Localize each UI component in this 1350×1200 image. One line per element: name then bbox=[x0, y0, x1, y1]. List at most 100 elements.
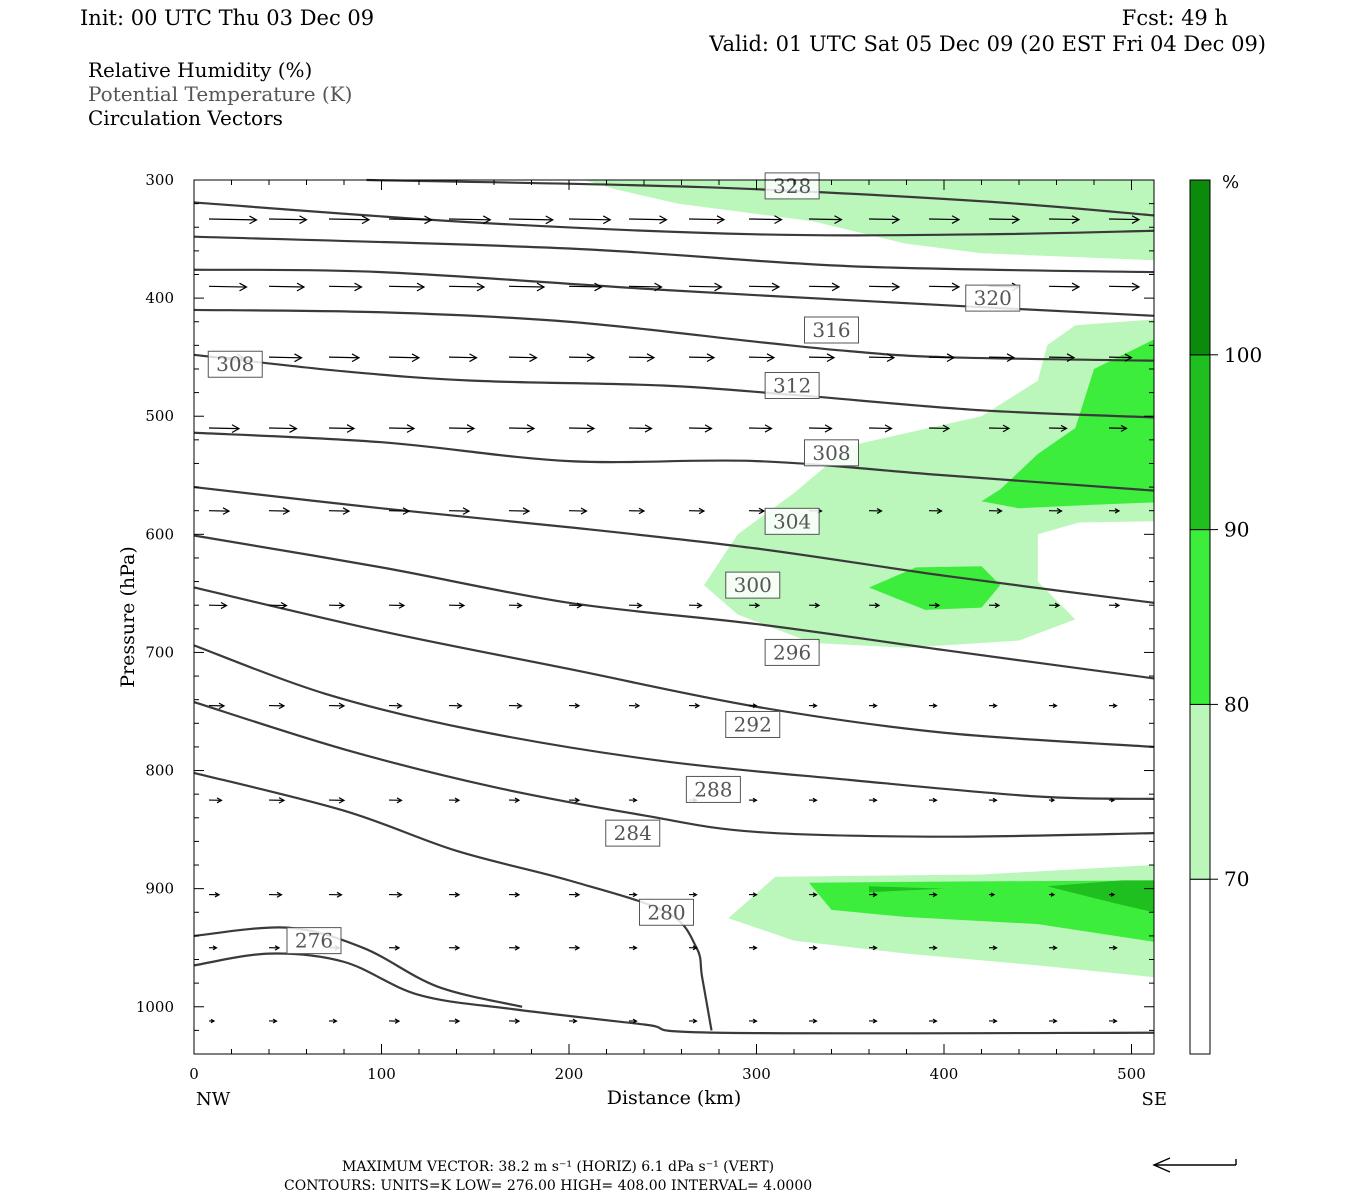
circulation-vector bbox=[568, 1018, 578, 1024]
vector-head bbox=[462, 507, 471, 515]
vector-head bbox=[646, 353, 656, 363]
circulation-vector bbox=[388, 702, 403, 709]
theta-label: 312 bbox=[764, 372, 820, 400]
circulation-vector bbox=[1048, 892, 1056, 897]
vector-head bbox=[1066, 353, 1076, 363]
vector-head bbox=[932, 797, 938, 803]
vector-head bbox=[698, 507, 706, 515]
vector-head bbox=[576, 602, 583, 609]
vector-head bbox=[814, 602, 821, 609]
vector-shaft bbox=[808, 218, 842, 221]
circulation-vector bbox=[568, 215, 612, 225]
circulation-vector bbox=[1108, 945, 1118, 951]
circulation-vector bbox=[928, 892, 938, 898]
theta-label-text: 292 bbox=[734, 712, 772, 736]
circulation-vector bbox=[448, 702, 463, 709]
vector-shaft bbox=[688, 356, 715, 359]
y-tick-label: 1000 bbox=[136, 998, 174, 1016]
circulation-vector bbox=[568, 424, 596, 433]
vector-shaft bbox=[508, 218, 553, 221]
circulation-vector bbox=[988, 797, 998, 803]
vector-head bbox=[934, 602, 941, 609]
theta-label-box bbox=[804, 439, 859, 467]
theta-contour-layer bbox=[193, 178, 1155, 1035]
circulation-vector bbox=[268, 282, 306, 292]
theta-contour-320-2 bbox=[193, 235, 1155, 274]
theta-label: 288 bbox=[685, 775, 741, 803]
vector-shaft bbox=[448, 356, 477, 359]
circulation-vector bbox=[268, 702, 286, 710]
max-vector-note: MAXIMUM VECTOR: 38.2 m s⁻¹ (HORIZ) 6.1 d… bbox=[342, 1159, 774, 1175]
theta-contour-304-6 bbox=[193, 431, 1155, 492]
vector-head bbox=[694, 703, 701, 709]
circulation-vector bbox=[868, 892, 878, 898]
vector-head bbox=[398, 602, 406, 609]
vector-head bbox=[416, 282, 426, 292]
vector-head bbox=[1131, 282, 1141, 292]
vector-shaft bbox=[1108, 218, 1140, 221]
vector-shaft bbox=[208, 218, 257, 221]
x-tick-label: 500 bbox=[1117, 1065, 1146, 1083]
circulation-vector bbox=[568, 507, 588, 515]
vector-shaft bbox=[928, 356, 955, 359]
theta-label: 276 bbox=[286, 927, 342, 955]
vector-head bbox=[294, 353, 303, 363]
vector-head bbox=[545, 215, 554, 225]
circulation-vector bbox=[328, 424, 356, 433]
vector-head bbox=[992, 1018, 998, 1024]
vector-shaft bbox=[268, 427, 297, 430]
theta-label: 316 bbox=[804, 316, 859, 344]
vector-head bbox=[220, 601, 228, 610]
circulation-vector bbox=[808, 1018, 818, 1024]
circulation-vector bbox=[928, 1018, 938, 1024]
vector-head bbox=[282, 507, 291, 515]
circulation-vector bbox=[448, 215, 492, 225]
circulation-vector bbox=[808, 215, 843, 225]
circulation-vector bbox=[1108, 424, 1128, 432]
vector-head bbox=[754, 602, 761, 609]
circulation-vector bbox=[688, 215, 726, 225]
circulation-vector bbox=[448, 353, 478, 363]
vector-shaft bbox=[628, 218, 667, 221]
vector-shaft bbox=[508, 427, 535, 430]
vector-head bbox=[1002, 424, 1011, 433]
vector-head bbox=[812, 892, 818, 898]
vector-head bbox=[812, 703, 818, 709]
vector-head bbox=[716, 215, 726, 225]
vector-head bbox=[752, 797, 758, 803]
vector-head bbox=[522, 507, 531, 515]
circulation-vector bbox=[1108, 215, 1141, 224]
vector-head bbox=[990, 892, 996, 897]
vector-head bbox=[1124, 353, 1133, 362]
vector-head bbox=[466, 424, 476, 433]
vector-head bbox=[406, 424, 416, 433]
vector-shaft bbox=[688, 218, 725, 221]
vector-shaft bbox=[328, 427, 355, 430]
circulation-vector bbox=[448, 892, 461, 898]
circulation-vector bbox=[928, 282, 961, 292]
vector-shaft bbox=[268, 218, 307, 221]
vector-head bbox=[891, 215, 901, 224]
vector-head bbox=[632, 797, 638, 803]
colorbar-unit: % bbox=[1222, 172, 1239, 193]
vector-head bbox=[1060, 424, 1068, 432]
vector-head bbox=[602, 215, 612, 225]
vector-head bbox=[1050, 892, 1056, 897]
circulation-vector bbox=[1108, 602, 1121, 609]
circulation-vector bbox=[1048, 602, 1061, 609]
circulation-vector bbox=[868, 1018, 878, 1024]
vector-head bbox=[231, 424, 241, 434]
vector-head bbox=[482, 215, 492, 225]
vector-head bbox=[514, 797, 521, 803]
circulation-vector bbox=[1048, 507, 1063, 514]
y-tick-label: 700 bbox=[145, 643, 174, 661]
vector-head bbox=[1112, 703, 1118, 709]
theta-label-text: 312 bbox=[773, 374, 811, 398]
circulation-vector bbox=[748, 892, 758, 898]
circulation-vector bbox=[268, 424, 298, 433]
circulation-vector bbox=[688, 1018, 698, 1024]
x-tick-label: 200 bbox=[555, 1065, 584, 1083]
colorbar-label: 70 bbox=[1224, 867, 1249, 891]
vector-head bbox=[212, 945, 218, 951]
theta-contour-292-9 bbox=[193, 586, 1155, 749]
